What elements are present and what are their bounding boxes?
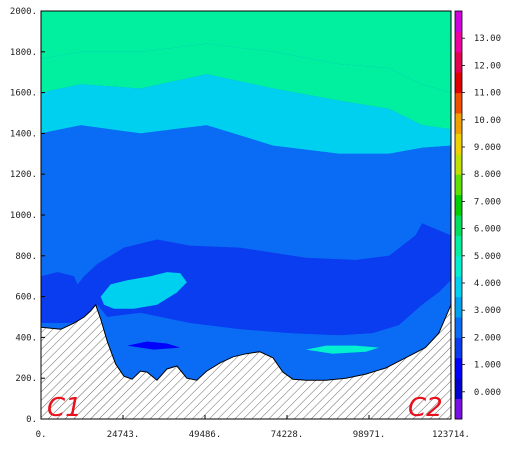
colorbar-label: 9.000 (474, 143, 501, 153)
y-tick-label: 1200. (10, 170, 37, 180)
colorbar-segment (455, 357, 462, 379)
x-tick-label: 74228. (271, 430, 304, 440)
colorbar-segment (455, 113, 462, 134)
colorbar-label: 13.00 (474, 34, 501, 44)
contour-patch (127, 341, 181, 350)
colorbar-segment (455, 72, 462, 94)
colorbar-segment (455, 11, 462, 32)
x-tick-label: 98971. (353, 430, 386, 440)
plot-area (41, 11, 451, 419)
colorbar-label: 5.000 (474, 252, 501, 262)
contour-band (41, 43, 451, 130)
y-axis: 0. 200. 400. 600. 800. 1000. 1200. 1400. 1600. 18… (10, 7, 45, 425)
contour-fields (41, 11, 451, 419)
colorbar-label: 8.000 (474, 170, 501, 180)
contour-band (41, 74, 451, 154)
x-axis: 0. 24743. 49486. 74228. 98971. 123714. (36, 415, 470, 440)
y-tick-label: 600. (15, 293, 37, 303)
colorbar-label: 6.000 (474, 225, 501, 235)
colorbar-segment (455, 51, 462, 73)
colorbar-segment (455, 378, 462, 400)
colorbar-segment (455, 174, 462, 196)
x-tick-label: 24743. (107, 430, 140, 440)
terrain-mask (41, 303, 451, 419)
colorbar-segment (455, 194, 462, 216)
colorbar-segment (455, 296, 462, 318)
colorbar-segment (455, 215, 462, 236)
contour-patch (306, 345, 379, 354)
colorbar-segment (455, 133, 462, 155)
colorbar-segment (455, 398, 462, 420)
colorbar-segment (455, 276, 462, 298)
colorbar-segment (455, 317, 462, 338)
colorbar-segment (455, 153, 462, 175)
y-tick-label: 800. (15, 252, 37, 262)
y-tick-label: 1600. (10, 89, 37, 99)
colorbar-label: 7.000 (474, 197, 501, 207)
colorbar-label: 0.000 (474, 388, 501, 398)
colorbar-segment (455, 235, 462, 257)
contour-band (41, 11, 451, 93)
y-tick-label: 200. (15, 374, 37, 384)
corner-label-right: C2 (408, 393, 443, 423)
colorbar-label: 1.000 (474, 361, 501, 371)
corner-label-left: C1 (47, 393, 82, 423)
colorbar-segment (455, 337, 462, 359)
y-tick-label: 400. (15, 333, 37, 343)
colorbar-segment (455, 255, 462, 277)
y-tick-label: 0. (26, 415, 37, 425)
x-tick-label: 49486. (189, 430, 222, 440)
colorbar-label: 3.000 (474, 306, 501, 316)
y-tick-label: 1800. (10, 48, 37, 58)
y-tick-label: 1400. (10, 129, 37, 139)
colorbar-segment (455, 31, 462, 53)
contour-patch (100, 272, 187, 309)
x-tick-label: 123714. (432, 430, 470, 440)
x-tick-label: 0. (36, 430, 47, 440)
colorbar-label: 12.00 (474, 61, 501, 71)
contour-band (41, 223, 451, 336)
colorbar: 0.000 1.000 2.000 3.000 4.000 5.000 6.000 7.000… (454, 10, 501, 420)
colorbar-label: 2.000 (474, 333, 501, 343)
colorbar-label: 10.00 (474, 116, 501, 126)
colorbar-label: 4.000 (474, 279, 501, 289)
contour-band (41, 125, 451, 285)
colorbar-label: 11.00 (474, 89, 501, 99)
colorbar-segment (455, 92, 462, 114)
contour-band (41, 280, 451, 360)
y-tick-label: 1000. (10, 211, 37, 221)
y-tick-label: 2000. (10, 7, 37, 17)
